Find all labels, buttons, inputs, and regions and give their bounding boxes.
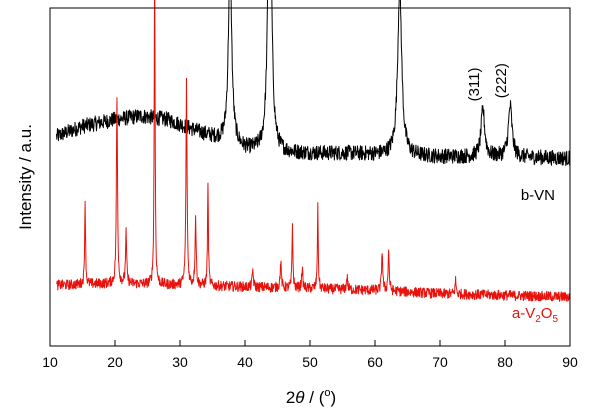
x-tick-label: 40 (237, 354, 253, 370)
series-label-av2o5: a-V2O5 (512, 305, 559, 325)
x-tick-label: 60 (367, 354, 383, 370)
x-axis-label: 2θ / (o) (286, 387, 336, 407)
x-tick-label: 20 (107, 354, 123, 370)
x-axis-label-unit-close: ) (331, 388, 337, 407)
series-line-bvn (56, 0, 571, 167)
peak-label: (311) (466, 67, 483, 101)
plot-area (56, 0, 571, 302)
x-axis: 10 20 30 40 50 60 70 80 90 (42, 340, 578, 370)
peak-labels: (111)(200)(220)(311)(222) (466, 63, 510, 101)
series-line-av2o5 (56, 0, 571, 302)
series-label-av2o5-mid: O (541, 305, 553, 322)
x-tick-label: 50 (302, 354, 318, 370)
x-axis-label-prefix: 2 (286, 388, 295, 407)
series-label-av2o5-sub1: 2 (535, 314, 541, 325)
series-label-bvn: b-VN (521, 187, 555, 204)
x-tick-label: 10 (42, 354, 58, 370)
series-label-av2o5-sub2: 5 (552, 314, 558, 325)
series-label-av2o5-base: a-V (512, 305, 535, 322)
x-tick-label: 70 (432, 354, 448, 370)
x-tick-label: 90 (562, 354, 578, 370)
y-axis-label: Intensity / a.u. (16, 124, 35, 230)
x-axis-label-degree: o (324, 387, 330, 399)
x-axis-label-unit-open: / ( (305, 388, 325, 407)
x-axis-label-theta: θ (295, 388, 305, 407)
x-tick-label: 30 (172, 354, 188, 370)
x-tick-label: 80 (497, 354, 513, 370)
peak-label: (222) (493, 63, 510, 98)
